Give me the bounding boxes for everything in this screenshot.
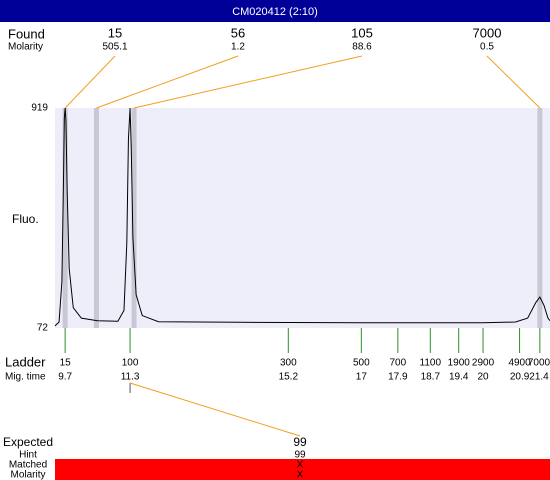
expected-matched: X: [297, 460, 304, 471]
found-molarity: 88.6: [352, 42, 372, 53]
title-bar: [0, 0, 550, 22]
ladder-mig-time: 17.9: [388, 372, 408, 383]
found-molarity: 1.2: [231, 42, 245, 53]
ladder-size: 1100: [420, 358, 442, 369]
found-molarity: 0.5: [480, 42, 494, 53]
plot-area: [55, 108, 550, 328]
ladder-mig-time: 9.7: [58, 372, 72, 383]
found-band: [131, 108, 137, 328]
matched-label: Matched: [9, 460, 47, 471]
ladder-mig-time: 18.7: [421, 372, 441, 383]
ladder-mig-time: 15.2: [279, 372, 299, 383]
found-band: [62, 108, 68, 328]
ladder-size: 700: [390, 358, 407, 369]
found-connector: [133, 55, 363, 109]
y-axis-label: Fluo.: [12, 212, 39, 226]
found-band: [537, 108, 543, 328]
ladder-mig-time: 21.4: [529, 372, 549, 383]
trace: [54, 107, 550, 327]
ladder-size: 7000: [528, 358, 550, 369]
found-size: 105: [351, 25, 373, 40]
ladder-size: 15: [60, 358, 72, 369]
expected-molarity: X: [297, 470, 304, 480]
expected-size: 99: [293, 435, 307, 449]
expected-molarity-label: Molarity: [10, 470, 45, 480]
ladder-mig-time: 17: [356, 372, 368, 383]
ladder-mig-time: 11.3: [121, 372, 140, 383]
found-connector: [64, 55, 116, 109]
found-molarity: 505.1: [102, 42, 127, 53]
found-connector: [486, 55, 541, 109]
found-size: 56: [231, 25, 245, 40]
found-label: Found: [8, 26, 45, 41]
ladder-size: 300: [280, 358, 297, 369]
ladder-mig-time: 19.4: [449, 372, 469, 383]
ladder-size: 100: [122, 358, 139, 369]
molarity-label: Molarity: [8, 42, 43, 53]
found-band: [93, 108, 99, 328]
found-size: 15: [108, 25, 122, 40]
ladder-size: 4900: [508, 358, 531, 369]
ladder-mig-time: 20.9: [510, 372, 530, 383]
ladder-label: Ladder: [5, 354, 46, 369]
ladder-mig-time: 20: [477, 372, 489, 383]
found-size: 7000: [473, 25, 502, 40]
y-tick-label: 72: [37, 323, 49, 334]
ladder-size: 500: [353, 358, 370, 369]
ladder-size: 2900: [472, 358, 495, 369]
title: CM020412 (2:10): [232, 6, 318, 18]
found-connector: [96, 55, 239, 109]
hint-label: Hint: [19, 450, 37, 461]
ladder-size: 1900: [448, 358, 471, 369]
y-tick-label: 919: [31, 103, 48, 114]
mig-time-label: Mig. time: [5, 372, 46, 383]
expected-label: Expected: [3, 435, 53, 449]
expected-connector: [129, 382, 301, 437]
matched-bar: [55, 459, 550, 480]
expected-hint: 99: [294, 450, 306, 461]
